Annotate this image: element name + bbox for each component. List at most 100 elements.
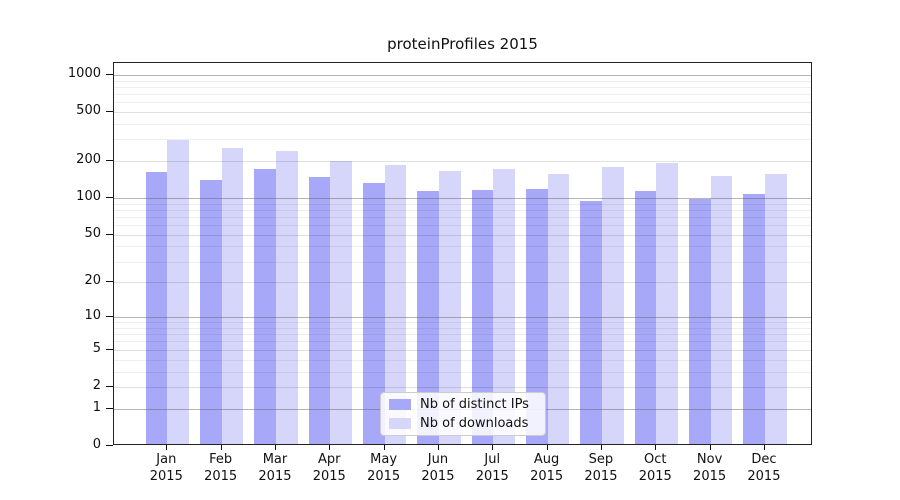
gridline-major — [114, 112, 811, 114]
x-tick-label: Mar 2015 — [258, 452, 292, 484]
gridline-decade — [114, 317, 811, 319]
bar-downloads-nov — [710, 176, 733, 444]
gridline-minor — [114, 93, 811, 95]
x-tick-label: Jun 2015 — [421, 452, 455, 484]
gridline-minor — [114, 139, 811, 141]
y-tick-mark — [106, 73, 113, 75]
bar-downloads-sep — [601, 166, 624, 444]
x-tick-label: Jan 2015 — [149, 452, 183, 484]
y-tick-mark — [106, 385, 113, 387]
gridline-major — [114, 234, 811, 236]
gridline-minor — [114, 209, 811, 211]
x-tick-mark — [600, 445, 602, 450]
x-tick-mark — [274, 445, 276, 450]
y-tick-mark — [106, 233, 113, 235]
x-tick-mark — [329, 445, 331, 450]
y-tick-label: 1 — [92, 399, 101, 415]
y-tick-label: 500 — [76, 103, 101, 119]
x-tick-label: Oct 2015 — [638, 452, 672, 484]
bar-ips-feb — [199, 179, 222, 444]
x-tick-mark — [763, 445, 765, 450]
x-tick-label: Dec 2015 — [747, 452, 781, 484]
bar-ips-dec — [743, 193, 765, 444]
x-tick-label: Feb 2015 — [204, 452, 238, 484]
bars-layer — [114, 63, 811, 444]
legend-row-downloads: Nb of downloads — [389, 416, 545, 431]
gridline-minor — [114, 359, 811, 361]
x-tick-label: Apr 2015 — [312, 452, 346, 484]
y-tick-label: 2 — [92, 377, 101, 393]
bar-ips-apr — [308, 177, 331, 444]
bar-downloads-feb — [221, 148, 244, 444]
x-tick-mark — [492, 445, 494, 450]
gridline-decade — [114, 74, 811, 76]
x-tick-mark — [383, 445, 385, 450]
gridline-minor — [114, 327, 811, 329]
bar-ips-jan — [145, 171, 168, 444]
gridline-minor — [114, 80, 811, 82]
legend-swatch-distinct-ips — [389, 399, 411, 410]
x-tick-label: Aug 2015 — [530, 452, 564, 484]
y-tick-mark — [106, 160, 113, 162]
x-tick-label: Jul 2015 — [475, 452, 509, 484]
bar-ips-oct — [634, 191, 657, 444]
x-tick-mark — [437, 445, 439, 450]
y-tick-label: 200 — [76, 152, 101, 168]
y-tick-label: 20 — [84, 273, 101, 289]
gridline-minor — [114, 341, 811, 343]
bar-downloads-oct — [656, 162, 678, 444]
gridline-minor — [114, 322, 811, 324]
legend-swatch-downloads — [389, 418, 411, 429]
legend: Nb of distinct IPs Nb of downloads — [380, 392, 546, 436]
gridline-minor — [114, 123, 811, 125]
gridline-minor — [114, 225, 811, 227]
x-tick-mark — [166, 445, 168, 450]
gridline-major — [114, 349, 811, 351]
bar-downloads-apr — [330, 161, 352, 444]
y-tick-mark — [106, 348, 113, 350]
gridline-major — [114, 282, 811, 284]
legend-label-downloads: Nb of downloads — [420, 416, 529, 431]
gridline-major — [114, 386, 811, 388]
gridline-minor — [114, 102, 811, 104]
y-tick-label: 5 — [92, 340, 101, 356]
y-tick-label: 0 — [92, 437, 101, 452]
x-tick-label: May 2015 — [367, 452, 401, 484]
x-tick-mark — [220, 445, 222, 450]
legend-row-distinct-ips: Nb of distinct IPs — [389, 397, 545, 412]
y-tick-mark — [106, 316, 113, 318]
y-tick-label: 10 — [84, 308, 101, 324]
grid-layer — [114, 63, 811, 444]
gridline-major — [114, 161, 811, 163]
gridline-minor — [114, 371, 811, 373]
gridline-minor — [114, 203, 811, 205]
bar-ips-nov — [688, 199, 711, 444]
y-tick-label: 1000 — [67, 65, 101, 81]
bar-downloads-mar — [275, 151, 298, 444]
y-tick-mark — [106, 407, 113, 409]
bar-ips-sep — [580, 200, 602, 444]
gridline-minor — [114, 261, 811, 263]
gridline-minor — [114, 86, 811, 88]
y-tick-mark — [106, 445, 113, 446]
x-tick-label: Sep 2015 — [584, 452, 618, 484]
plot-area: Nb of distinct IPs Nb of downloads — [113, 62, 812, 445]
y-tick-mark — [106, 197, 113, 199]
bar-downloads-aug — [547, 173, 570, 444]
x-tick-label: Nov 2015 — [693, 452, 727, 484]
y-tick-label: 50 — [84, 225, 101, 241]
bar-downloads-jan — [167, 139, 189, 444]
x-tick-mark — [655, 445, 657, 450]
gridline-minor — [114, 246, 811, 248]
y-tick-mark — [106, 281, 113, 283]
bar-downloads-dec — [764, 174, 787, 444]
y-tick-mark — [106, 111, 113, 113]
gridline-decade — [114, 198, 811, 200]
bar-ips-mar — [254, 168, 276, 444]
legend-label-distinct-ips: Nb of distinct IPs — [420, 397, 529, 412]
gridline-minor — [114, 216, 811, 218]
chart-title: proteinProfiles 2015 — [387, 35, 538, 53]
x-tick-mark — [546, 445, 548, 450]
gridline-minor — [114, 334, 811, 336]
